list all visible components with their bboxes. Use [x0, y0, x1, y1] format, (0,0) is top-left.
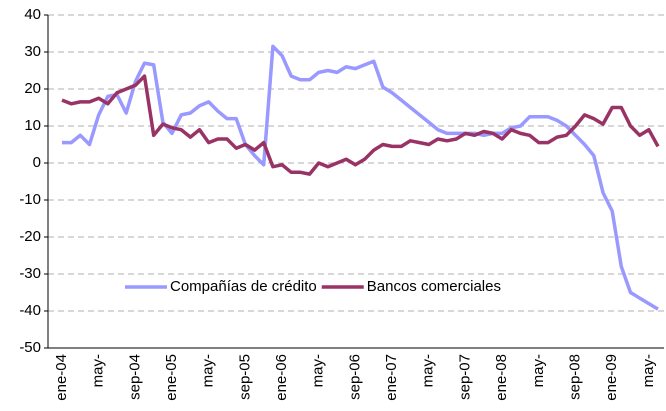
x-tick-label: ene-04	[53, 354, 70, 401]
y-tick-label: 30	[24, 43, 41, 60]
y-tick-label: 40	[24, 6, 41, 23]
series-line	[62, 44, 659, 311]
y-tick-label: -40	[19, 302, 41, 319]
legend-label: Compañías de crédito	[170, 278, 317, 295]
legend-label: Bancos comerciales	[367, 278, 501, 295]
y-tick-label: 10	[24, 117, 41, 134]
x-tick-label: may-	[420, 354, 437, 387]
x-tick-label: sep-08	[566, 354, 583, 400]
x-tick-label: may-	[530, 354, 547, 387]
x-tick-label: may-	[640, 354, 657, 387]
y-tick-label: 20	[24, 80, 41, 97]
y-tick-label: -20	[19, 228, 41, 245]
x-tick-label: sep-07	[456, 354, 473, 400]
x-tick-label: ene-07	[383, 354, 400, 401]
y-tick-label: -30	[19, 265, 41, 282]
y-tick-label: -50	[19, 339, 41, 356]
x-tick-label: ene-06	[273, 354, 290, 401]
x-tick-label: may-	[310, 354, 327, 387]
x-tick-label: ene-09	[603, 354, 620, 401]
x-tick-label: sep-04	[126, 354, 143, 400]
series-line	[61, 74, 660, 176]
y-tick-label: 0	[33, 154, 41, 171]
x-tick-label: ene-05	[163, 354, 180, 401]
x-tick-label: may-	[200, 354, 217, 387]
x-tick-label: may-	[90, 354, 107, 387]
y-tick-label: -10	[19, 191, 41, 208]
x-tick-label: sep-06	[346, 354, 363, 400]
x-tick-label: sep-05	[236, 354, 253, 400]
x-tick-label: ene-08	[493, 354, 510, 401]
